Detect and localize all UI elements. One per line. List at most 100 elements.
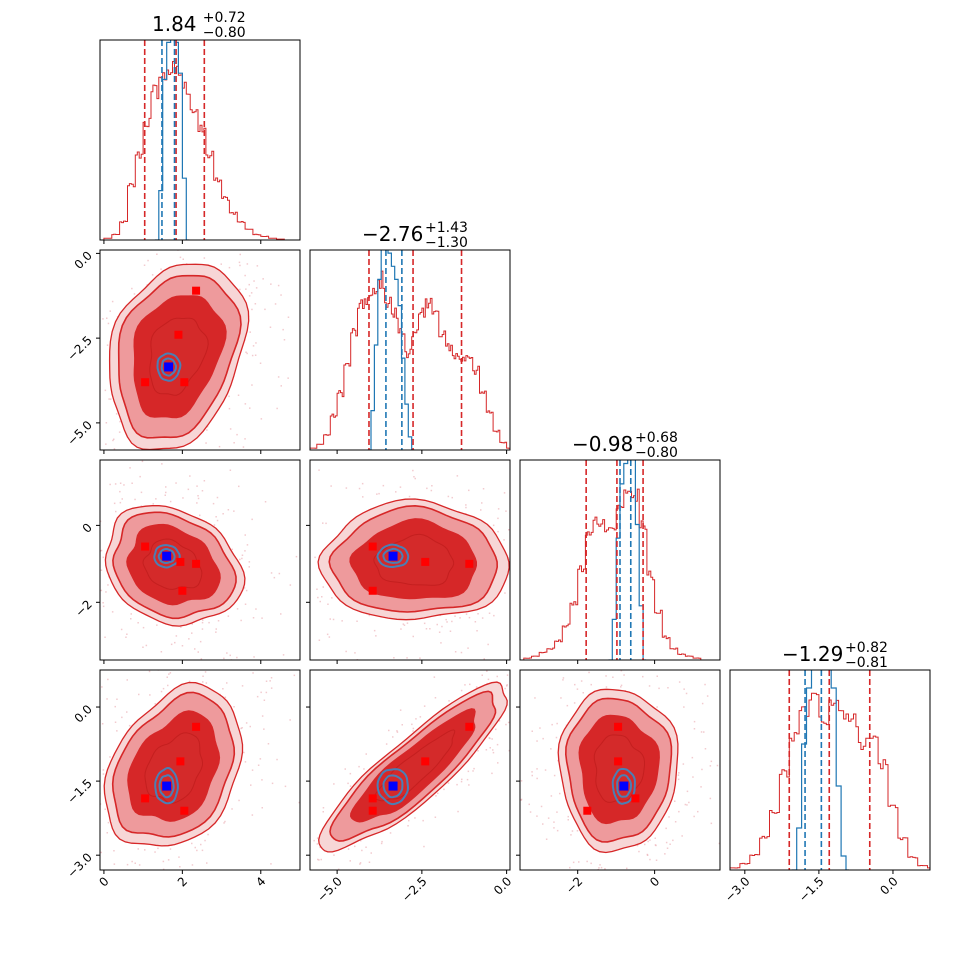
sample-point [255, 342, 257, 344]
sample-point [557, 625, 559, 627]
sample-point [518, 698, 520, 700]
xtick-label-p1-1: 0 [96, 874, 111, 889]
sample-point [456, 783, 458, 786]
sample-point [97, 566, 99, 568]
sample-point [549, 594, 551, 596]
sample-point [274, 303, 277, 305]
sample-point [104, 389, 107, 392]
sample-point [407, 825, 409, 827]
sample-point [436, 623, 438, 626]
hist-frame-2 [309, 249, 511, 451]
sample-point [332, 618, 335, 621]
sample-point [218, 445, 221, 448]
hist-title-lower-3: −0.80 [635, 445, 678, 461]
sample-point [251, 308, 253, 311]
marker-red-3 [465, 559, 474, 568]
sample-point [601, 609, 603, 611]
sample-point [94, 819, 96, 821]
sample-point [93, 480, 95, 482]
sample-point [97, 799, 99, 801]
sample-point [693, 720, 696, 723]
sample-point [506, 674, 509, 676]
sample-point [240, 226, 242, 228]
marker-red-2 [174, 330, 183, 339]
sample-point [271, 782, 274, 785]
sample-point [156, 648, 158, 650]
sample-point [313, 882, 315, 884]
sample-point [108, 398, 110, 400]
sample-point [664, 853, 666, 855]
sample-point [507, 721, 510, 724]
sample-point [286, 902, 288, 904]
sample-point [266, 452, 268, 454]
sample-point [142, 626, 145, 629]
sample-point [196, 502, 198, 504]
sample-point [88, 732, 90, 734]
sample-point [571, 830, 574, 832]
sample-point [102, 605, 105, 608]
sample-point [250, 784, 252, 786]
sample-point [162, 860, 165, 863]
sample-point [223, 822, 225, 824]
sample-point [250, 292, 253, 294]
sample-point [241, 557, 243, 560]
sample-point [94, 387, 96, 389]
sample-point [667, 687, 669, 689]
sample-point [97, 438, 99, 440]
sample-point [138, 693, 140, 696]
sample-point [224, 233, 226, 235]
sample-point [261, 617, 263, 619]
sample-point [635, 639, 637, 641]
sample-point [373, 629, 376, 632]
sample-point [277, 284, 280, 287]
sample-point [66, 402, 68, 404]
sample-point [96, 771, 98, 773]
sample-point [267, 743, 270, 745]
sample-point [270, 863, 272, 865]
sample-point [82, 464, 84, 466]
sample-point [64, 523, 66, 525]
sample-point [175, 482, 177, 484]
sample-point [180, 626, 182, 628]
sample-point [318, 639, 321, 641]
sample-point [388, 729, 390, 732]
sample-point [245, 351, 247, 353]
sample-point [236, 656, 238, 659]
sample-point [268, 164, 270, 166]
sample-point [659, 922, 661, 924]
sample-point [605, 675, 607, 677]
marker-red-2 [176, 757, 185, 766]
sample-point [137, 622, 139, 624]
sample-point [529, 699, 531, 701]
sample-point [461, 778, 463, 781]
contour-blue-2 [160, 357, 177, 377]
sample-point [82, 318, 84, 320]
sample-point [166, 676, 168, 678]
sample-point [508, 529, 510, 531]
sample-point [270, 677, 273, 679]
sample-point [672, 839, 674, 842]
sample-point [293, 880, 295, 882]
sample-point [451, 620, 453, 623]
sample-point [412, 635, 414, 638]
sample-point [454, 651, 457, 653]
sample-point [467, 647, 469, 649]
sample-point [236, 196, 238, 198]
sample-point [102, 602, 104, 604]
sample-point [92, 741, 94, 743]
sample-point [475, 686, 478, 688]
sample-point [433, 676, 436, 678]
sample-point [557, 759, 559, 762]
xtick-label-p2-2: −2.5 [399, 874, 430, 905]
sample-point [605, 686, 608, 688]
sample-point [208, 621, 210, 624]
sample-point [141, 460, 144, 463]
sample-point [316, 837, 319, 839]
sample-point [126, 679, 128, 681]
sample-point [239, 253, 241, 256]
sample-point [414, 817, 416, 819]
sample-point [236, 433, 238, 436]
sample-point [375, 635, 377, 637]
sample-point [79, 825, 81, 827]
sample-point [121, 498, 123, 500]
